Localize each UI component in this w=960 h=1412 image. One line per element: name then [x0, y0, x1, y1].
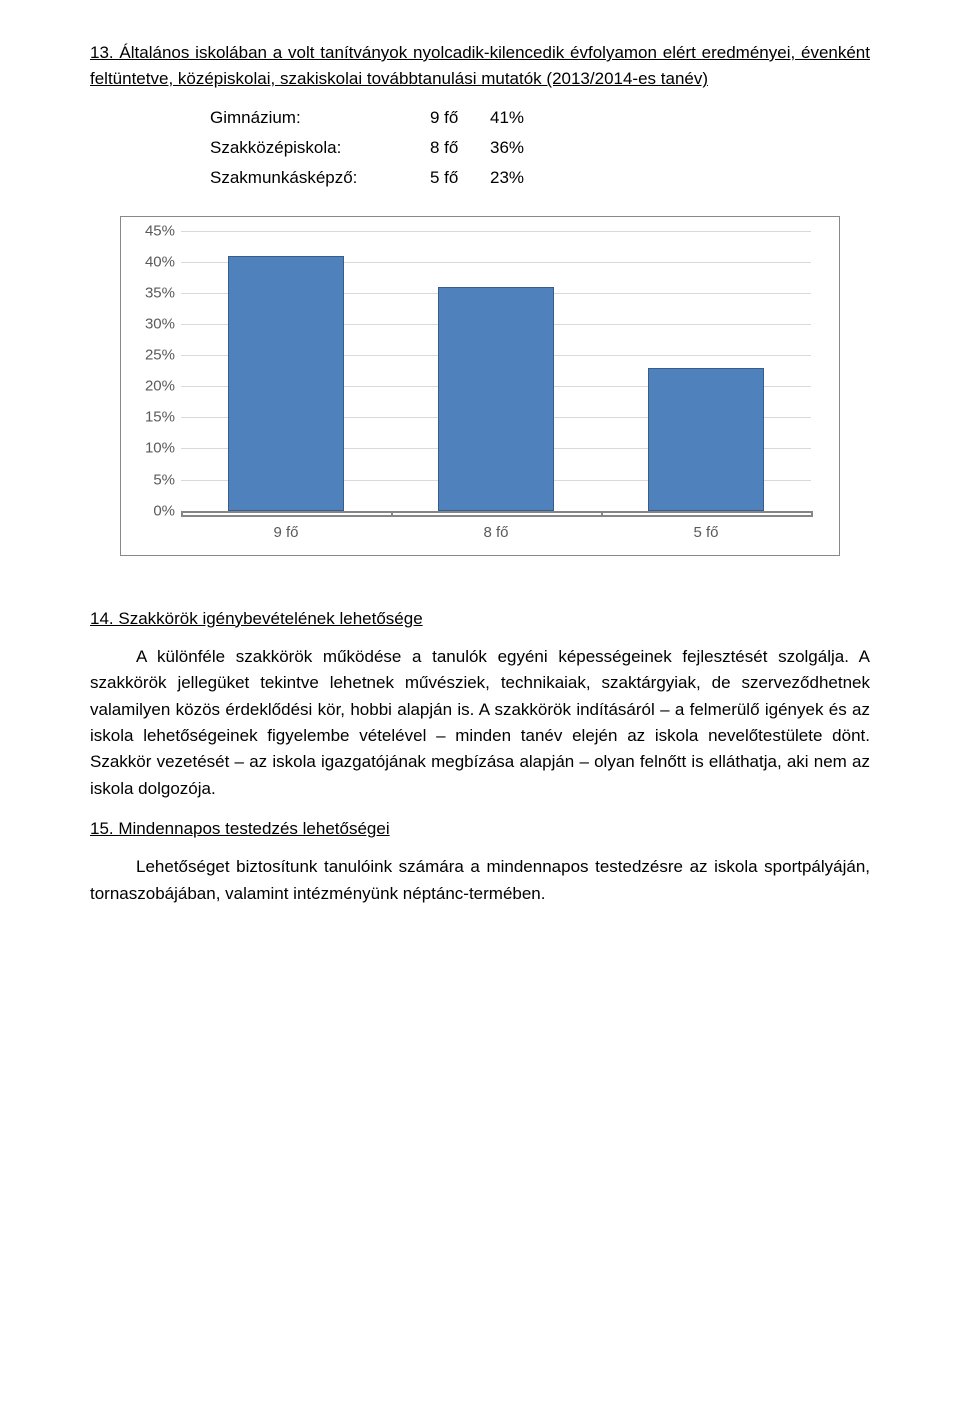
row-pct: 36%	[490, 135, 550, 161]
table-row: Szakközépiskola: 8 fő 36%	[210, 135, 870, 161]
row-count: 9 fő	[430, 105, 490, 131]
section14-body: A különféle szakkörök működése a tanulók…	[90, 644, 870, 802]
chart-y-tick-label: 15%	[135, 406, 175, 429]
chart-y-tick-label: 10%	[135, 437, 175, 460]
bar-chart: 0%5%10%15%20%25%30%35%40%45% 9 fő8 fő5 f…	[120, 216, 840, 556]
row-count: 8 fő	[430, 135, 490, 161]
chart-bar	[228, 256, 344, 511]
chart-gridline	[181, 231, 811, 232]
chart-y-tick-label: 35%	[135, 281, 175, 304]
row-label: Gimnázium:	[210, 105, 430, 131]
continuation-stats-table: Gimnázium: 9 fő 41% Szakközépiskola: 8 f…	[210, 105, 870, 192]
section13-heading: 13. Általános iskolában a volt tanítvány…	[90, 40, 870, 93]
row-count: 5 fő	[430, 165, 490, 191]
section14-heading: 14. Szakkörök igénybevételének lehetőség…	[90, 606, 870, 632]
row-label: Szakmunkásképző:	[210, 165, 430, 191]
table-row: Gimnázium: 9 fő 41%	[210, 105, 870, 131]
chart-bar	[648, 368, 764, 511]
row-pct: 41%	[490, 105, 550, 131]
table-row: Szakmunkásképző: 5 fő 23%	[210, 165, 870, 191]
chart-x-axis: 9 fő8 fő5 fő	[181, 515, 811, 544]
chart-y-tick-label: 25%	[135, 344, 175, 367]
chart-plot-area: 0%5%10%15%20%25%30%35%40%45%	[181, 231, 811, 511]
chart-x-tick-label: 8 fő	[391, 515, 601, 544]
section15-body: Lehetőséget biztosítunk tanulóink számár…	[90, 854, 870, 907]
chart-y-tick-label: 20%	[135, 375, 175, 398]
chart-y-tick-label: 30%	[135, 312, 175, 335]
chart-y-tick-label: 40%	[135, 250, 175, 273]
chart-y-tick-label: 5%	[135, 468, 175, 491]
chart-x-tick-label: 9 fő	[181, 515, 391, 544]
row-label: Szakközépiskola:	[210, 135, 430, 161]
chart-bar	[438, 287, 554, 511]
chart-gridline	[181, 511, 811, 513]
section15-heading: 15. Mindennapos testedzés lehetőségei	[90, 816, 870, 842]
chart-x-tick-label: 5 fő	[601, 515, 811, 544]
row-pct: 23%	[490, 165, 550, 191]
chart-y-tick-label: 45%	[135, 219, 175, 242]
chart-y-tick-label: 0%	[135, 499, 175, 522]
